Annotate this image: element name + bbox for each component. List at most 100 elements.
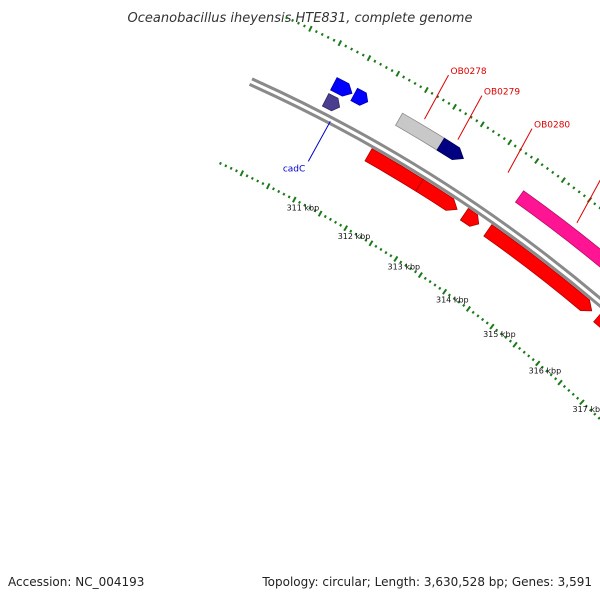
outer-tick-mark xyxy=(384,65,388,70)
inner-tick-mark xyxy=(447,293,451,297)
inner-tick-mark xyxy=(292,196,297,203)
outer-tick-mark xyxy=(545,166,550,171)
inner-tick-mark xyxy=(438,286,442,290)
inner-tick-mark xyxy=(471,310,475,314)
inner-tick-mark xyxy=(462,303,466,307)
outer-tick-mark xyxy=(419,85,423,89)
inner-tick-mark xyxy=(518,346,522,351)
outer-tick-mark xyxy=(452,103,457,110)
outer-tick-mark xyxy=(350,47,354,51)
inner-tick-mark xyxy=(334,220,338,224)
genome-backbone-outer xyxy=(251,77,600,301)
inner-tick-mark xyxy=(287,195,291,199)
gene-label-ob0278[interactable]: OB0278 xyxy=(451,67,487,77)
outer-tick-mark xyxy=(366,55,372,62)
gene-label-ob0280[interactable]: OB0280 xyxy=(534,121,570,131)
leader-line xyxy=(457,95,483,140)
inner-tick-mark xyxy=(423,276,427,280)
inner-tick-mark xyxy=(250,176,254,180)
outer-tick-mark xyxy=(332,38,336,42)
outer-tick-mark xyxy=(291,18,295,23)
outer-tick-mark xyxy=(572,186,576,190)
accession-text: Accession: NC_004193 xyxy=(8,575,144,589)
inner-tick-mark xyxy=(282,192,286,196)
leader-line xyxy=(307,121,331,162)
outer-tick-mark xyxy=(390,69,394,73)
tick-label: 314 kbp xyxy=(436,295,469,304)
inner-tick-mark xyxy=(384,250,388,255)
tick-label: 317 kbp xyxy=(573,405,600,414)
outer-tick-mark xyxy=(582,194,586,198)
outer-tick-mark xyxy=(424,86,429,94)
inner-tick-mark xyxy=(457,300,461,304)
gene-feature-forward[interactable] xyxy=(330,77,353,97)
outer-tick-mark xyxy=(355,50,359,54)
inner-tick-mark xyxy=(271,187,275,191)
map-title: Oceanobacillus iheyensis HTE831, complet… xyxy=(128,11,473,26)
inner-tick-mark xyxy=(303,203,307,207)
outer-tick-mark xyxy=(551,170,555,174)
inner-tick-mark xyxy=(489,323,495,330)
tick-label: 311 kbp xyxy=(287,204,320,213)
inner-tick-mark xyxy=(308,206,312,210)
gene-feature-forward[interactable] xyxy=(350,87,369,106)
outer-tick-mark xyxy=(464,112,468,116)
inner-tick-mark xyxy=(354,232,358,236)
inner-tick-mark xyxy=(535,360,541,367)
inner-tick-mark xyxy=(359,235,363,239)
gene-feature-reverse[interactable] xyxy=(459,207,480,227)
outer-tick-mark xyxy=(475,119,479,123)
inner-tick-mark xyxy=(433,283,437,287)
gene-ob0278[interactable] xyxy=(394,112,445,151)
outer-tick-mark xyxy=(577,190,581,194)
inner-tick-mark xyxy=(235,169,238,173)
inner-tick-mark xyxy=(495,328,499,332)
gene-features xyxy=(321,77,600,359)
inner-tick-mark xyxy=(540,365,544,369)
tick-label: 316 kbp xyxy=(529,367,562,376)
inner-tick-mark xyxy=(413,270,418,274)
inner-tick-mark xyxy=(343,225,349,232)
leader-line xyxy=(507,128,533,173)
inner-tick-mark xyxy=(465,305,472,312)
tick-label: 315 kbp xyxy=(483,330,516,339)
outer-tick-mark xyxy=(534,157,540,164)
inner-tick-mark xyxy=(562,384,567,389)
genome-summary-text: Topology: circular; Length: 3,630,528 bp… xyxy=(261,575,592,589)
inner-tick-mark xyxy=(576,396,580,400)
gene-ob0279[interactable] xyxy=(436,137,464,161)
outer-tick-mark xyxy=(308,25,313,32)
inner-tick-mark xyxy=(339,223,343,227)
inner-tick-mark xyxy=(531,358,535,362)
leader-line xyxy=(576,179,600,224)
outer-tick-mark xyxy=(507,139,513,146)
gene-feature-reverse[interactable] xyxy=(593,311,600,359)
outer-tick-mark xyxy=(513,144,517,148)
inner-tick-mark xyxy=(545,369,549,373)
outer-tick-mark xyxy=(556,174,560,178)
gene-label-cadc[interactable]: cadC xyxy=(283,164,305,174)
genome-backbone-inner xyxy=(248,83,600,309)
inner-tick-mark xyxy=(481,317,485,322)
inner-tick-mark xyxy=(409,266,413,271)
inner-tick-mark xyxy=(313,209,317,213)
inner-tick-mark xyxy=(512,341,518,348)
inner-tick-mark xyxy=(218,161,222,166)
inner-tick-mark xyxy=(224,164,228,168)
gene-cadc[interactable] xyxy=(321,93,341,112)
outer-tick-mark xyxy=(344,44,348,48)
gene-feature-reverse[interactable] xyxy=(483,224,593,312)
inner-tick-mark xyxy=(584,404,588,408)
inner-tick-mark xyxy=(379,247,383,252)
gene-label-ob0279[interactable]: OB0279 xyxy=(484,88,520,98)
outer-tick-mark xyxy=(502,137,506,141)
inner-tick-mark xyxy=(571,392,575,396)
inner-tick-mark xyxy=(393,255,399,262)
inner-tick-mark xyxy=(557,379,563,386)
tick-label: 313 kbp xyxy=(388,263,421,272)
gene-feature-reverse[interactable] xyxy=(415,178,458,211)
inner-tick-mark xyxy=(499,332,503,336)
inner-tick-mark xyxy=(349,229,353,233)
gene-ob0281[interactable] xyxy=(514,190,600,281)
